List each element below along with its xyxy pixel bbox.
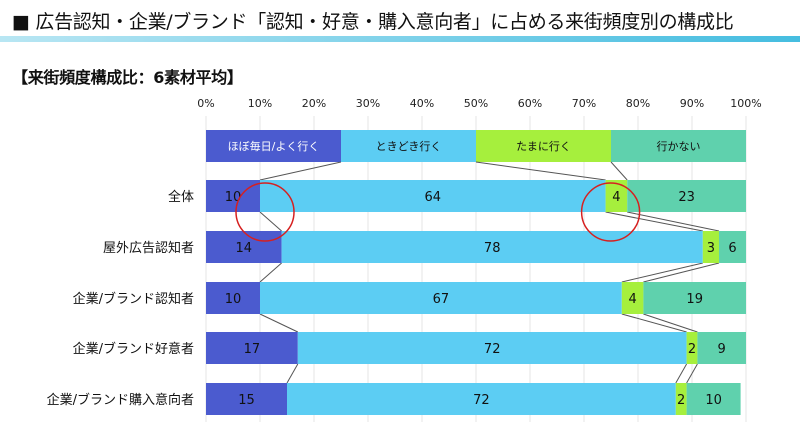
data-label: 10 — [225, 190, 242, 205]
legend-label: ときどき行く — [376, 140, 442, 153]
data-label: 3 — [707, 241, 715, 256]
data-label: 67 — [433, 292, 450, 307]
bar-segment — [643, 282, 746, 314]
bar-segment — [206, 332, 298, 364]
bar-segment — [702, 231, 719, 263]
connector-line — [259, 262, 282, 283]
data-label: 6 — [728, 241, 736, 256]
bar-segment — [686, 383, 741, 415]
connector-line — [627, 211, 720, 232]
x-tick-label: 40% — [410, 97, 434, 110]
data-label: 72 — [473, 393, 490, 408]
title-bar: ■ 広告認知・企業/ブランド「認知・好意・購入意向者」に占める来街頻度別の構成比 — [0, 0, 800, 42]
x-tick-label: 30% — [356, 97, 380, 110]
x-tick-label: 100% — [730, 97, 761, 110]
data-label: 4 — [628, 292, 636, 307]
data-label: 72 — [484, 342, 501, 357]
x-tick-label: 80% — [626, 97, 650, 110]
data-label: 2 — [688, 342, 696, 357]
data-label: 10 — [705, 393, 722, 408]
bar-segment — [605, 180, 628, 212]
connector-line — [621, 262, 703, 283]
bar-segment — [206, 383, 287, 415]
connector-line — [475, 161, 606, 181]
bar-segment — [627, 180, 746, 212]
bar-segment — [260, 282, 622, 314]
data-label: 64 — [425, 190, 442, 205]
bar-segment — [206, 180, 260, 212]
bar-segment — [621, 282, 644, 314]
bar-segment — [260, 180, 606, 212]
data-label: 19 — [686, 292, 703, 307]
legend-label: ほぼ毎日/よく行く — [228, 140, 320, 153]
bar-segment — [686, 332, 698, 364]
data-label: 23 — [678, 190, 695, 205]
legend-swatch — [206, 130, 341, 162]
legend-swatch — [611, 130, 746, 162]
connector-line — [643, 313, 698, 333]
category-label: 企業/ブランド認知者 — [73, 291, 194, 307]
connector-line — [259, 161, 342, 181]
data-label: 9 — [718, 342, 726, 357]
category-label: 企業/ブランド購入意向者 — [47, 392, 194, 408]
bar-segment — [206, 282, 260, 314]
bar-segment — [719, 231, 746, 263]
data-label: 78 — [484, 241, 501, 256]
page-title: ■ 広告認知・企業/ブランド「認知・好意・購入意向者」に占める来街頻度別の構成比 — [12, 11, 734, 33]
x-tick-label: 50% — [464, 97, 488, 110]
connector-line — [259, 313, 299, 333]
connector-line — [259, 211, 282, 232]
bar-segment — [297, 332, 687, 364]
bar-segment — [675, 383, 687, 415]
connector-line — [686, 363, 698, 384]
data-label: 10 — [225, 292, 242, 307]
data-label: 15 — [238, 393, 255, 408]
data-label: 14 — [236, 241, 253, 256]
connector-line — [621, 313, 687, 333]
connector-line — [605, 211, 703, 232]
bar-segment — [697, 332, 746, 364]
legend-swatch — [341, 130, 476, 162]
category-label: 企業/ブランド好意者 — [73, 341, 194, 357]
category-label: 屋外広告認知者 — [103, 240, 194, 256]
bar-segment — [287, 383, 676, 415]
connector-line — [643, 262, 720, 283]
x-tick-label: 20% — [302, 97, 326, 110]
data-label: 17 — [244, 342, 261, 357]
category-label: 全体 — [168, 189, 194, 205]
title-underline — [0, 36, 800, 42]
data-label: 4 — [612, 190, 620, 205]
x-tick-label: 90% — [680, 97, 704, 110]
legend-swatch — [476, 130, 611, 162]
x-tick-label: 70% — [572, 97, 596, 110]
data-label: 2 — [677, 393, 685, 408]
connector-line — [286, 363, 299, 384]
annotation-circle — [580, 182, 641, 242]
x-tick-label: 60% — [518, 97, 542, 110]
bar-segment — [206, 231, 282, 263]
legend-label: たまに行く — [516, 140, 571, 153]
x-tick-label: 10% — [248, 97, 272, 110]
bar-segment — [281, 231, 703, 263]
connector-line — [675, 363, 688, 384]
annotation-circle — [235, 182, 295, 242]
connector-line — [610, 161, 628, 181]
chart-subtitle: 【来街頻度構成比：6素材平均】 — [12, 68, 243, 87]
legend-label: 行かない — [657, 140, 701, 153]
x-tick-label: 0% — [197, 97, 214, 110]
